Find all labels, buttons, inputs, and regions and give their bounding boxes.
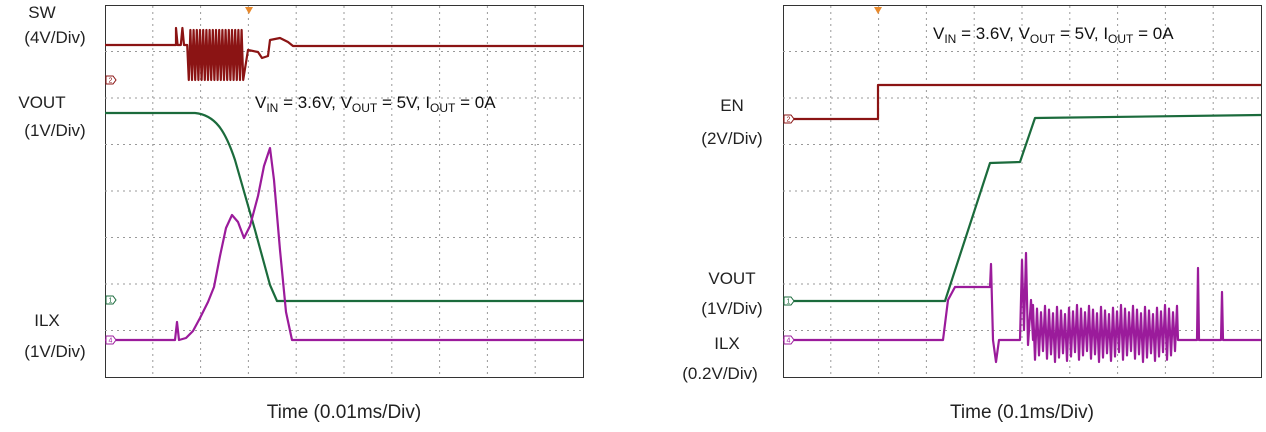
- annotation-subscript: IN: [266, 101, 278, 115]
- channel-number: 2: [787, 116, 791, 123]
- sw-trace: [105, 26, 583, 82]
- en-trace: [783, 83, 1261, 121]
- channel-marker: [105, 335, 117, 345]
- channel-scale: (2V/Div): [701, 129, 762, 148]
- annotation-part: = 3.6V, V: [956, 24, 1030, 43]
- x-axis-label: Time (0.01ms/Div): [267, 402, 421, 423]
- channel-label: VOUT: [18, 93, 65, 112]
- channel-marker: [105, 295, 117, 305]
- ilx-trace: [105, 146, 583, 342]
- annotation-subscript: OUT: [430, 101, 456, 115]
- annotation-part: = 5V, I: [1055, 24, 1108, 43]
- channel-scale: (0.2V/Div): [682, 364, 758, 383]
- annotation-part: V: [255, 93, 267, 112]
- channel-label: ILX: [34, 311, 60, 330]
- annotation-part: = 3.6V, V: [278, 93, 352, 112]
- channel-label: ILX: [714, 334, 740, 353]
- channel-scale: (1V/Div): [701, 299, 762, 318]
- channel-number: 4: [109, 337, 113, 344]
- channel-markers: 2 1 4 2 1 4: [105, 75, 795, 345]
- channel-label: SW: [28, 3, 55, 22]
- channel-marker: [783, 335, 795, 345]
- channel-number: 4: [787, 337, 791, 344]
- channel-label: EN: [720, 96, 744, 115]
- annotation: VIN = 3.6V, VOUT = 5V, IOUT = 0A: [933, 24, 1174, 46]
- channel-marker: [783, 114, 795, 124]
- annotation-part: = 0A: [455, 93, 496, 112]
- channel-marker: [783, 296, 795, 306]
- channel-number: 1: [109, 297, 113, 304]
- grid: [105, 6, 1261, 377]
- annotation-part: = 5V, I: [377, 93, 430, 112]
- channel-marker: [105, 75, 117, 85]
- trigger-marker: [874, 7, 882, 14]
- vout-trace: [105, 111, 583, 303]
- annotation-subscript: OUT: [1030, 32, 1056, 46]
- channel-number: 1: [787, 298, 791, 305]
- annotation-subscript: OUT: [352, 101, 378, 115]
- channel-scale: (1V/Div): [24, 121, 85, 140]
- annotation-subscript: OUT: [1108, 32, 1134, 46]
- annotation-subscript: IN: [944, 32, 956, 46]
- x-axis-label: Time (0.1ms/Div): [950, 402, 1094, 423]
- channel-scale: (4V/Div): [24, 28, 85, 47]
- vout-trace: [783, 113, 1262, 303]
- ilx-trace: [783, 251, 1261, 364]
- channel-scale: (1V/Div): [24, 342, 85, 361]
- trigger-marker: [245, 7, 253, 14]
- annotation-part: V: [933, 24, 945, 43]
- channel-number: 2: [109, 77, 113, 84]
- annotation-part: = 0A: [1133, 24, 1174, 43]
- annotation: VIN = 3.6V, VOUT = 5V, IOUT = 0A: [255, 93, 496, 115]
- channel-label: VOUT: [708, 269, 755, 288]
